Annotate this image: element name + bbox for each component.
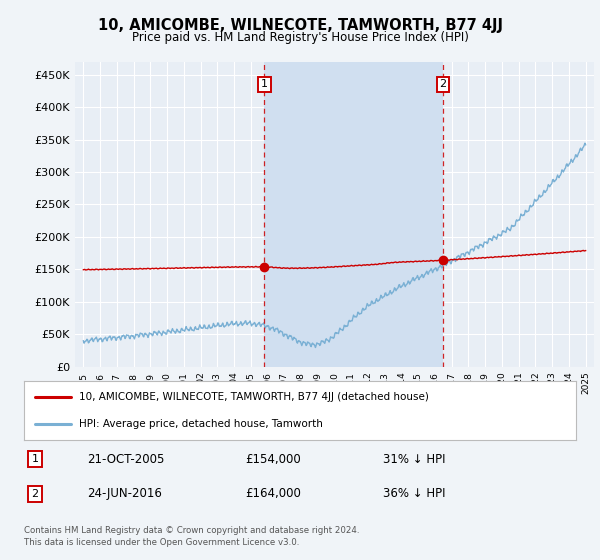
Text: 21-OCT-2005: 21-OCT-2005 bbox=[88, 452, 165, 465]
Text: 10, AMICOMBE, WILNECOTE, TAMWORTH, B77 4JJ: 10, AMICOMBE, WILNECOTE, TAMWORTH, B77 4… bbox=[97, 18, 503, 33]
Text: This data is licensed under the Open Government Licence v3.0.: This data is licensed under the Open Gov… bbox=[24, 538, 299, 547]
Bar bbox=[265, 62, 443, 367]
Text: 36% ↓ HPI: 36% ↓ HPI bbox=[383, 487, 445, 500]
Text: 10, AMICOMBE, WILNECOTE, TAMWORTH, B77 4JJ (detached house): 10, AMICOMBE, WILNECOTE, TAMWORTH, B77 4… bbox=[79, 391, 429, 402]
Text: 31% ↓ HPI: 31% ↓ HPI bbox=[383, 452, 445, 465]
Text: 1: 1 bbox=[32, 454, 38, 464]
Text: 24-JUN-2016: 24-JUN-2016 bbox=[88, 487, 163, 500]
Text: Price paid vs. HM Land Registry's House Price Index (HPI): Price paid vs. HM Land Registry's House … bbox=[131, 31, 469, 44]
Text: 1: 1 bbox=[261, 80, 268, 90]
Text: Contains HM Land Registry data © Crown copyright and database right 2024.: Contains HM Land Registry data © Crown c… bbox=[24, 526, 359, 535]
Text: 2: 2 bbox=[439, 80, 446, 90]
Text: £154,000: £154,000 bbox=[245, 452, 301, 465]
Text: HPI: Average price, detached house, Tamworth: HPI: Average price, detached house, Tamw… bbox=[79, 419, 323, 429]
Text: 2: 2 bbox=[31, 489, 38, 499]
Text: £164,000: £164,000 bbox=[245, 487, 301, 500]
